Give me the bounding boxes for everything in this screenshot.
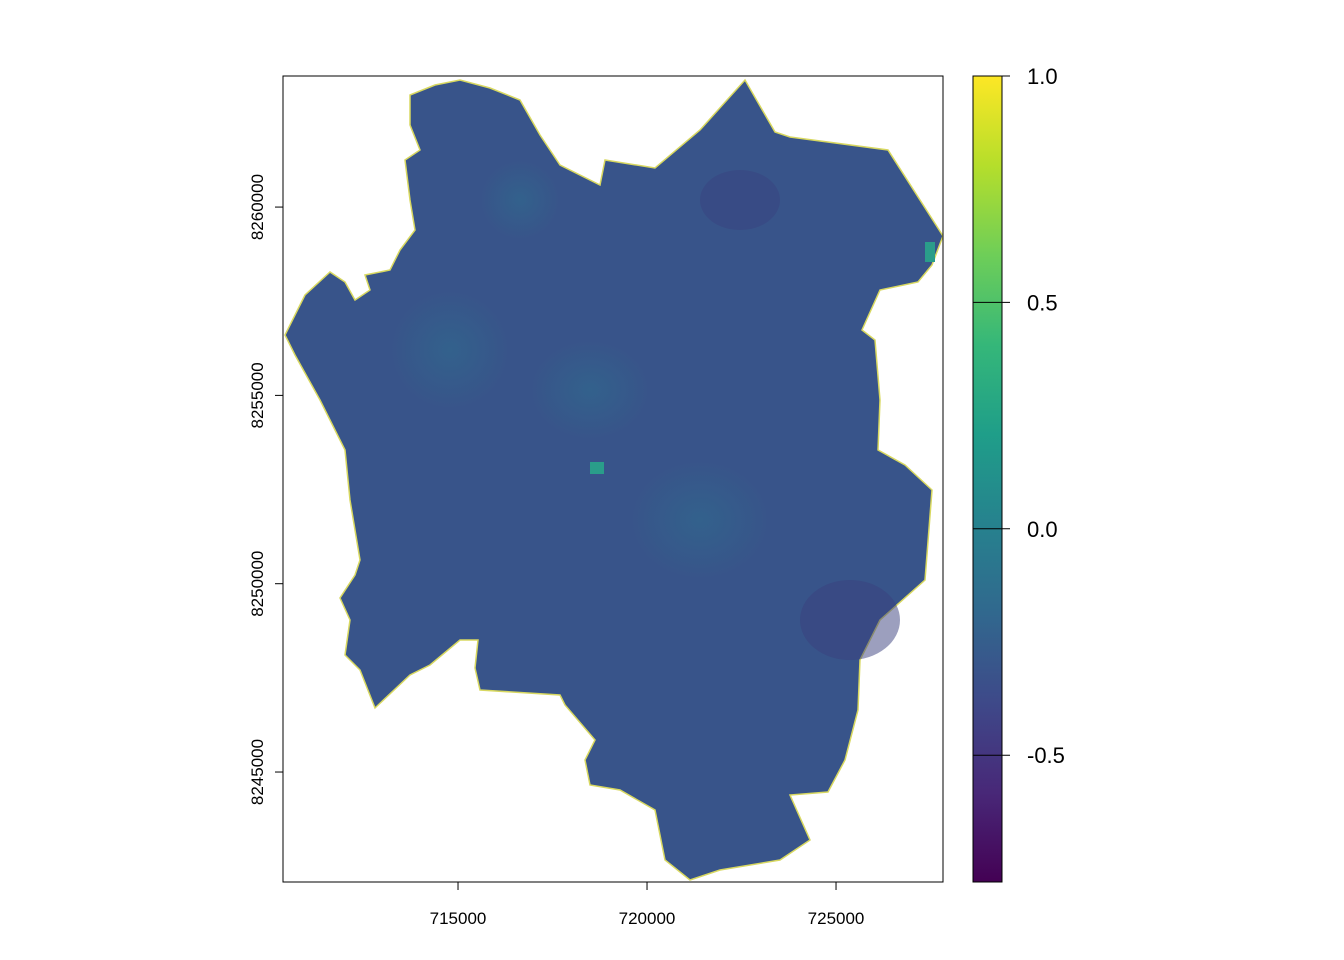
texture [590,462,604,474]
colorbar [972,75,1003,883]
colorbar-tick-label: 0.0 [1027,517,1058,542]
y-tick-label: 8250000 [248,551,267,617]
raster-region [284,78,943,881]
y-tick-label: 8255000 [248,362,267,428]
colorbar-tick-label: -0.5 [1027,743,1065,768]
x-tick-label: 715000 [430,909,487,928]
texture [630,460,770,580]
x-tick-label: 725000 [808,909,865,928]
texture [925,242,935,262]
x-tick-label: 720000 [619,909,676,928]
texture [480,160,560,240]
texture [800,580,900,660]
colorbar-tick-label: 1.0 [1027,64,1058,89]
y-tick-label: 8260000 [248,174,267,240]
texture [530,340,650,440]
colorbar-tick-label: 0.5 [1027,290,1058,315]
raster-layer [284,78,943,881]
texture [700,170,780,230]
texture [390,290,510,410]
y-tick-label: 8245000 [248,739,267,805]
plot-frame [282,75,944,883]
